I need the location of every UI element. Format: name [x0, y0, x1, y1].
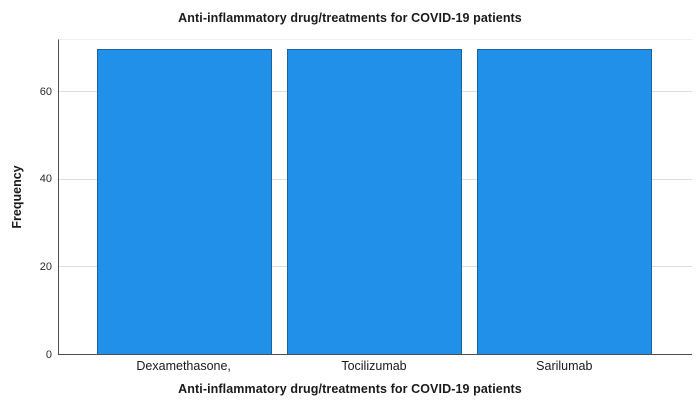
- chart-title: Anti-inflammatory drug/treatments for CO…: [178, 11, 522, 25]
- x-axis-title: Anti-inflammatory drug/treatments for CO…: [178, 382, 522, 396]
- bar-3: [477, 48, 652, 354]
- x-tick-label: Dexamethasone,: [136, 359, 231, 373]
- bar-1: [97, 48, 272, 354]
- x-tick-label: Tocilizumab: [341, 359, 407, 373]
- y-tick-label: 60: [39, 85, 52, 98]
- plot-area: [58, 39, 692, 355]
- y-axis-tick-labels: 0 20 40 60: [0, 39, 55, 361]
- y-tick-label: 40: [39, 173, 52, 186]
- y-tick-label: 20: [39, 261, 52, 274]
- bar-2: [287, 48, 462, 354]
- bars-container: [59, 40, 692, 354]
- x-axis-tick-labels: Dexamethasone, Tocilizumab Sarilumab: [58, 359, 692, 373]
- x-tick-label: Sarilumab: [536, 359, 593, 373]
- y-tick-label: 0: [45, 349, 52, 361]
